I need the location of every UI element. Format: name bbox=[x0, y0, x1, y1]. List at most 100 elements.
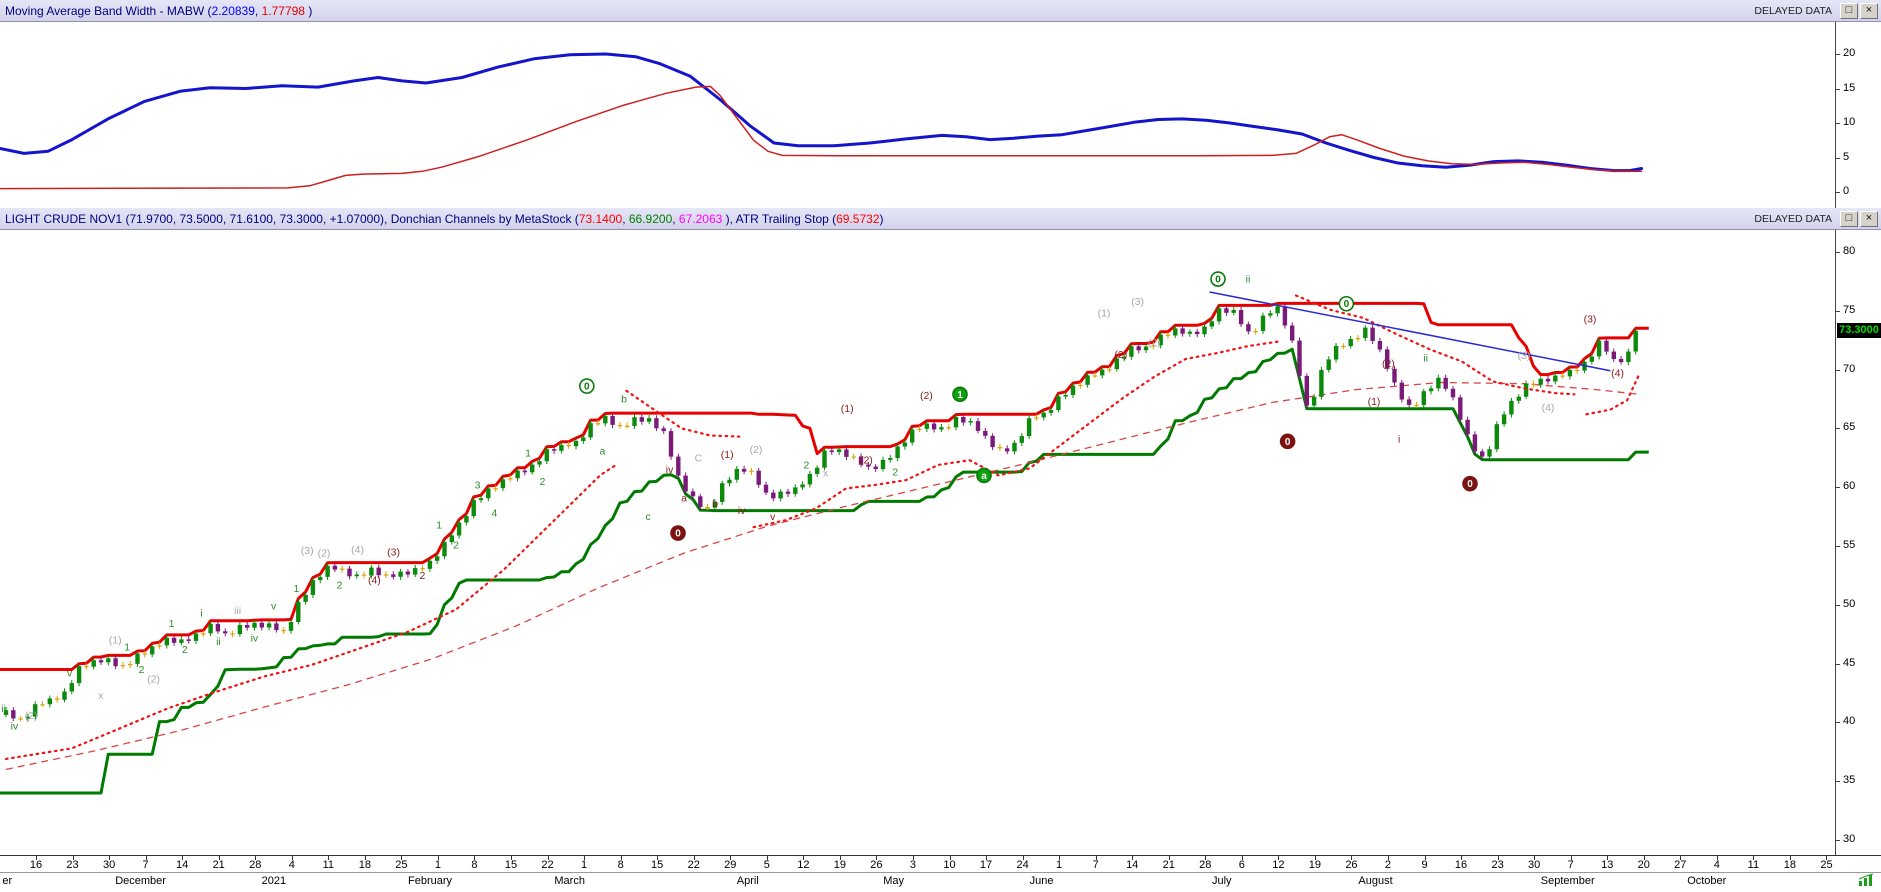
mabw-plot[interactable] bbox=[0, 22, 1835, 208]
title-segment: Moving Average Band Width - MABW ( bbox=[5, 3, 212, 18]
date-tick-label: 11 bbox=[1747, 859, 1760, 871]
wave-badge-0: 0 bbox=[1338, 295, 1355, 312]
price-titlebar[interactable]: LIGHT CRUDE NOV1 (71.9700, 73.5000, 71.6… bbox=[0, 208, 1881, 230]
date-tick-mark bbox=[949, 856, 951, 860]
svg-text:a: a bbox=[981, 471, 987, 482]
date-tick-mark bbox=[1278, 856, 1280, 860]
date-tick-label: 10 bbox=[943, 859, 956, 871]
svg-text:0: 0 bbox=[1344, 299, 1350, 310]
price-axis-label: 60 bbox=[1843, 480, 1856, 493]
wave-label: 2 bbox=[182, 644, 188, 656]
wave-label: 1 bbox=[436, 519, 442, 531]
atr-trailing-stop-dots bbox=[1585, 373, 1641, 416]
date-tick-mark bbox=[109, 856, 111, 860]
wave-label: 1 bbox=[525, 448, 531, 460]
mabw-chart-area[interactable]: 20 15 10 5 0 bbox=[0, 22, 1881, 208]
mabw-titlebar[interactable]: Moving Average Band Width - MABW (2.2083… bbox=[0, 0, 1881, 22]
date-tick-mark bbox=[437, 856, 439, 860]
date-tick-mark bbox=[145, 856, 147, 860]
price-restore-button[interactable]: □ bbox=[1840, 210, 1858, 227]
title-segment: 69.5732 bbox=[836, 211, 880, 226]
date-tick-mark bbox=[986, 856, 988, 860]
wave-label: 2 bbox=[337, 579, 343, 591]
wave-label: 1 bbox=[169, 618, 175, 630]
date-tick-mark bbox=[36, 856, 37, 860]
wave-label: (2) bbox=[25, 710, 38, 722]
wave-label: (2) bbox=[1382, 358, 1395, 370]
wave-label: 2 bbox=[419, 570, 425, 582]
date-tick-mark bbox=[803, 856, 805, 860]
wave-badge-a: a bbox=[976, 467, 992, 484]
wave-label: C bbox=[695, 452, 703, 464]
atr-trailing-stop-dots bbox=[4, 464, 616, 761]
title-segment: , bbox=[672, 211, 679, 226]
wave-label: (3) bbox=[1584, 314, 1597, 326]
y-tick-mark bbox=[1836, 428, 1840, 430]
wave-label: 3 bbox=[475, 479, 481, 491]
wave-badge-0: 0 bbox=[578, 378, 595, 394]
atr-trailing-stop-dots bbox=[625, 389, 741, 438]
price-axis-label: 50 bbox=[1843, 597, 1856, 610]
candlesticks bbox=[3, 303, 1638, 722]
date-tick-mark bbox=[1314, 856, 1316, 860]
wave-label: iv bbox=[738, 505, 746, 517]
y-axis-label: 10 bbox=[1843, 116, 1856, 128]
date-tick-mark bbox=[364, 856, 366, 860]
wave-badge-1: 1 bbox=[952, 386, 968, 403]
mabw-title: Moving Average Band Width - MABW (2.2083… bbox=[5, 4, 1744, 18]
mabw-restore-button[interactable]: □ bbox=[1840, 2, 1858, 19]
wave-badge-0: 0 bbox=[1210, 271, 1226, 287]
date-tick-mark bbox=[1789, 856, 1791, 860]
date-tick-label: 6 bbox=[1238, 859, 1245, 871]
wave-label: x bbox=[98, 690, 104, 702]
trendline[interactable] bbox=[1209, 291, 1611, 372]
y-tick-mark bbox=[1836, 54, 1840, 55]
date-tick-label: 25 bbox=[395, 859, 408, 871]
price-chart-area[interactable]: ii iv (2) v x (1) 1 2 (2) 1 2 i ii iii iv v 1 (3) (2) 2 (4)(… bbox=[0, 230, 1881, 855]
date-tick-mark bbox=[1168, 856, 1170, 860]
wave-label: 2 bbox=[892, 466, 898, 478]
price-axis-label: 45 bbox=[1843, 656, 1856, 669]
title-segment: ) bbox=[304, 3, 313, 18]
month-label: September bbox=[1540, 875, 1595, 887]
month-label: October bbox=[1687, 875, 1727, 887]
date-tick-label: 1 bbox=[1056, 859, 1063, 871]
y-tick-mark bbox=[1836, 192, 1840, 193]
title-segment: 2.20839 bbox=[211, 3, 255, 18]
month-label: May bbox=[883, 875, 904, 887]
wave-label: (2) bbox=[860, 455, 873, 467]
mabw-close-button[interactable]: × bbox=[1860, 2, 1878, 19]
y-tick-mark bbox=[1836, 310, 1840, 312]
y-tick-mark bbox=[1836, 663, 1840, 665]
wave-label: 1 bbox=[124, 642, 130, 654]
y-axis-label: 15 bbox=[1843, 81, 1856, 94]
month-label: February bbox=[408, 875, 453, 887]
date-tick-mark bbox=[255, 856, 257, 860]
wave-label: 2 bbox=[539, 476, 545, 488]
title-segment: ), ATR Trailing Stop ( bbox=[722, 211, 837, 226]
date-tick-label: 1 bbox=[434, 859, 441, 871]
chart-status-icon[interactable] bbox=[1858, 873, 1876, 887]
price-close-button[interactable]: × bbox=[1860, 210, 1878, 227]
date-tick-label: 15 bbox=[504, 859, 518, 871]
wave-label: (1) bbox=[841, 403, 854, 415]
date-tick-mark bbox=[730, 856, 732, 860]
y-axis-label: 20 bbox=[1843, 47, 1856, 59]
y-tick-mark bbox=[1836, 369, 1840, 371]
date-tick-label: 11 bbox=[322, 859, 335, 871]
date-tick-label: 28 bbox=[249, 859, 262, 871]
price-plot[interactable]: ii iv (2) v x (1) 1 2 (2) 1 2 i ii iii iv v 1 (3) (2) 2 (4)(… bbox=[0, 230, 1835, 855]
date-tick-mark bbox=[876, 856, 878, 860]
donchian-lower-line bbox=[0, 347, 1649, 795]
wave-label: b bbox=[621, 394, 627, 406]
month-label: December bbox=[115, 875, 166, 887]
date-tick-label: 15 bbox=[651, 859, 664, 871]
date-tick-label: 30 bbox=[1528, 859, 1541, 871]
y-tick-mark bbox=[1836, 781, 1840, 783]
wave-label: iv bbox=[11, 720, 19, 732]
date-tick-label: 12 bbox=[1272, 859, 1285, 871]
wave-label: (4) bbox=[368, 575, 381, 587]
date-tick-mark bbox=[1095, 856, 1097, 860]
wave-label: ii bbox=[1, 703, 6, 715]
date-tick-label: 19 bbox=[833, 859, 846, 871]
